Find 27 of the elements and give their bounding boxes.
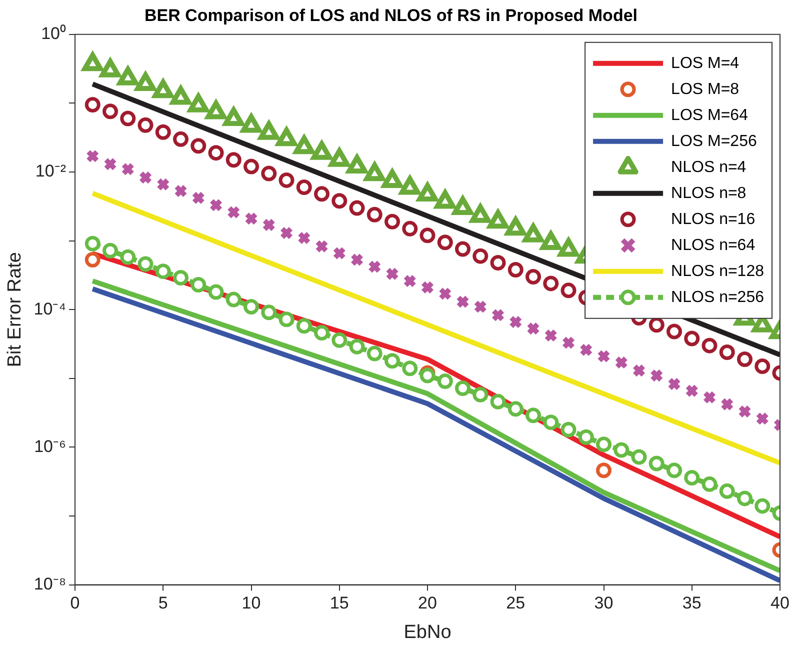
x-tick-label: 25 [506,594,526,613]
x-tick-label: 0 [70,594,80,613]
x-tick-label: 20 [418,594,437,613]
y-axis-title: Bit Error Rate [4,252,26,368]
legend-label: NLOS n=8 [671,184,746,202]
legend-label: NLOS n=4 [671,158,746,176]
x-tick-label: 15 [330,594,349,613]
legend-label: NLOS n=256 [671,288,764,306]
x-tick-label: 35 [682,594,702,613]
legend-label: LOS M=64 [671,106,748,124]
y-tick-label: 10⁻⁸ [34,574,66,594]
y-tick-label: 10⁰ [41,24,66,44]
legend-label: LOS M=4 [671,54,740,72]
legend-label: LOS M=8 [671,80,740,98]
legend-label: NLOS n=64 [671,236,756,254]
legend-label: NLOS n=16 [671,210,756,228]
x-tick-label: 5 [158,594,168,613]
y-tick-label: 10⁻⁴ [34,299,66,318]
y-tick-label: 10⁻² [35,162,66,181]
x-tick-label: 30 [594,594,614,613]
y-tick-label: 10⁻⁶ [34,436,66,456]
x-axis-title: EbNo [404,622,452,643]
legend-label: LOS M=256 [671,132,757,150]
legend-label: NLOS n=128 [671,262,764,280]
x-tick-label: 40 [770,594,790,613]
chart-title: BER Comparison of LOS and NLOS of RS in Proposed Model [144,6,638,25]
x-tick-label: 10 [242,594,261,613]
